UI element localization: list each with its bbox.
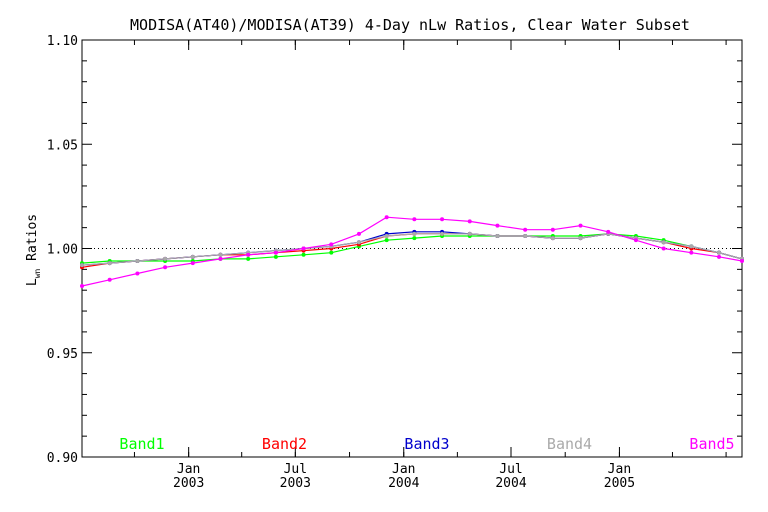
x-tick-year: 2004 <box>388 476 419 491</box>
legend-entry-band5: Band5 <box>689 435 734 453</box>
legend-entry-band4: Band4 <box>547 435 592 453</box>
y-tick-label: 0.95 <box>47 347 78 362</box>
data-point-band5 <box>550 227 555 232</box>
data-point-band1 <box>246 256 251 261</box>
data-point-band4 <box>495 233 500 238</box>
y-tick-label: 0.90 <box>47 451 78 466</box>
data-point-band4 <box>163 256 168 261</box>
data-point-band1 <box>329 250 334 255</box>
x-tick-month: Jan <box>392 462 415 477</box>
legend: Band1 Band2 Band3 Band4 Band5 <box>119 435 734 453</box>
legend-entry-band3: Band3 <box>404 435 449 453</box>
data-point-band5 <box>329 242 334 247</box>
data-point-band5 <box>135 271 140 276</box>
data-point-band4 <box>107 261 112 266</box>
data-point-band4 <box>384 233 389 238</box>
data-point-band4 <box>80 263 84 268</box>
x-tick-year: 2003 <box>280 476 311 491</box>
y-tick-label: 1.10 <box>47 34 78 49</box>
data-point-band5 <box>523 227 528 232</box>
data-point-band5 <box>495 223 500 228</box>
data-point-band4 <box>190 254 195 259</box>
y-axis-label-sub: wn <box>33 268 42 278</box>
x-tick-year: 2004 <box>495 476 526 491</box>
data-point-band5 <box>273 250 278 255</box>
data-point-band5 <box>384 215 389 220</box>
data-point-band5 <box>246 252 251 257</box>
x-tick-month: Jan <box>608 462 631 477</box>
data-point-band4 <box>412 231 417 236</box>
y-axis-label: Lwn Ratios <box>25 214 42 286</box>
data-point-band5 <box>578 223 583 228</box>
data-point-band4 <box>218 252 223 257</box>
data-point-band5 <box>633 238 638 243</box>
series-group <box>80 215 744 289</box>
chart-title: MODISA(AT40)/MODISA(AT39) 4-Day nLw Rati… <box>130 16 690 34</box>
data-point-band4 <box>661 240 666 245</box>
x-tick-month: Jul <box>284 462 307 477</box>
data-point-band1 <box>273 254 278 259</box>
data-point-band5 <box>80 284 84 289</box>
data-point-band5 <box>412 217 417 222</box>
y-axis-label-main: L <box>25 278 40 286</box>
data-point-band5 <box>689 250 694 255</box>
data-point-band5 <box>661 246 666 251</box>
data-point-band5 <box>163 265 168 270</box>
y-tick-label: 1.00 <box>47 243 78 258</box>
data-point-band5 <box>467 219 472 224</box>
data-point-band4 <box>578 236 583 241</box>
data-point-band5 <box>218 256 223 261</box>
data-point-band5 <box>301 246 306 251</box>
data-point-band4 <box>689 244 694 249</box>
data-point-band5 <box>606 229 611 234</box>
data-point-band4 <box>550 236 555 241</box>
data-point-band5 <box>190 261 195 266</box>
data-point-band5 <box>440 217 445 222</box>
data-point-band4 <box>440 231 445 236</box>
series-line-band1 <box>81 233 743 264</box>
plot-frame <box>81 39 743 458</box>
data-point-band4 <box>717 250 722 255</box>
data-point-band5 <box>107 277 112 282</box>
legend-entry-band1: Band1 <box>119 435 164 453</box>
data-point-band1 <box>412 236 417 241</box>
data-point-band1 <box>301 252 306 257</box>
y-axis-label-rest: Ratios <box>25 214 40 269</box>
x-tick-year: 2003 <box>173 476 204 491</box>
y-axis: 0.90 0.95 1.00 1.05 1.10 <box>47 34 742 466</box>
x-tick-month: Jul <box>499 462 522 477</box>
data-point-band4 <box>467 231 472 236</box>
data-point-band5 <box>740 259 744 264</box>
data-point-band5 <box>356 231 361 236</box>
data-point-band5 <box>717 254 722 259</box>
y-tick-label: 1.05 <box>47 138 78 153</box>
data-point-band1 <box>384 238 389 243</box>
x-tick-year: 2005 <box>604 476 635 491</box>
data-point-band4 <box>356 240 361 245</box>
data-point-band4 <box>135 259 140 264</box>
series-line-band5 <box>81 216 743 287</box>
x-tick-month: Jan <box>177 462 200 477</box>
legend-entry-band2: Band2 <box>262 435 307 453</box>
data-point-band4 <box>523 233 528 238</box>
